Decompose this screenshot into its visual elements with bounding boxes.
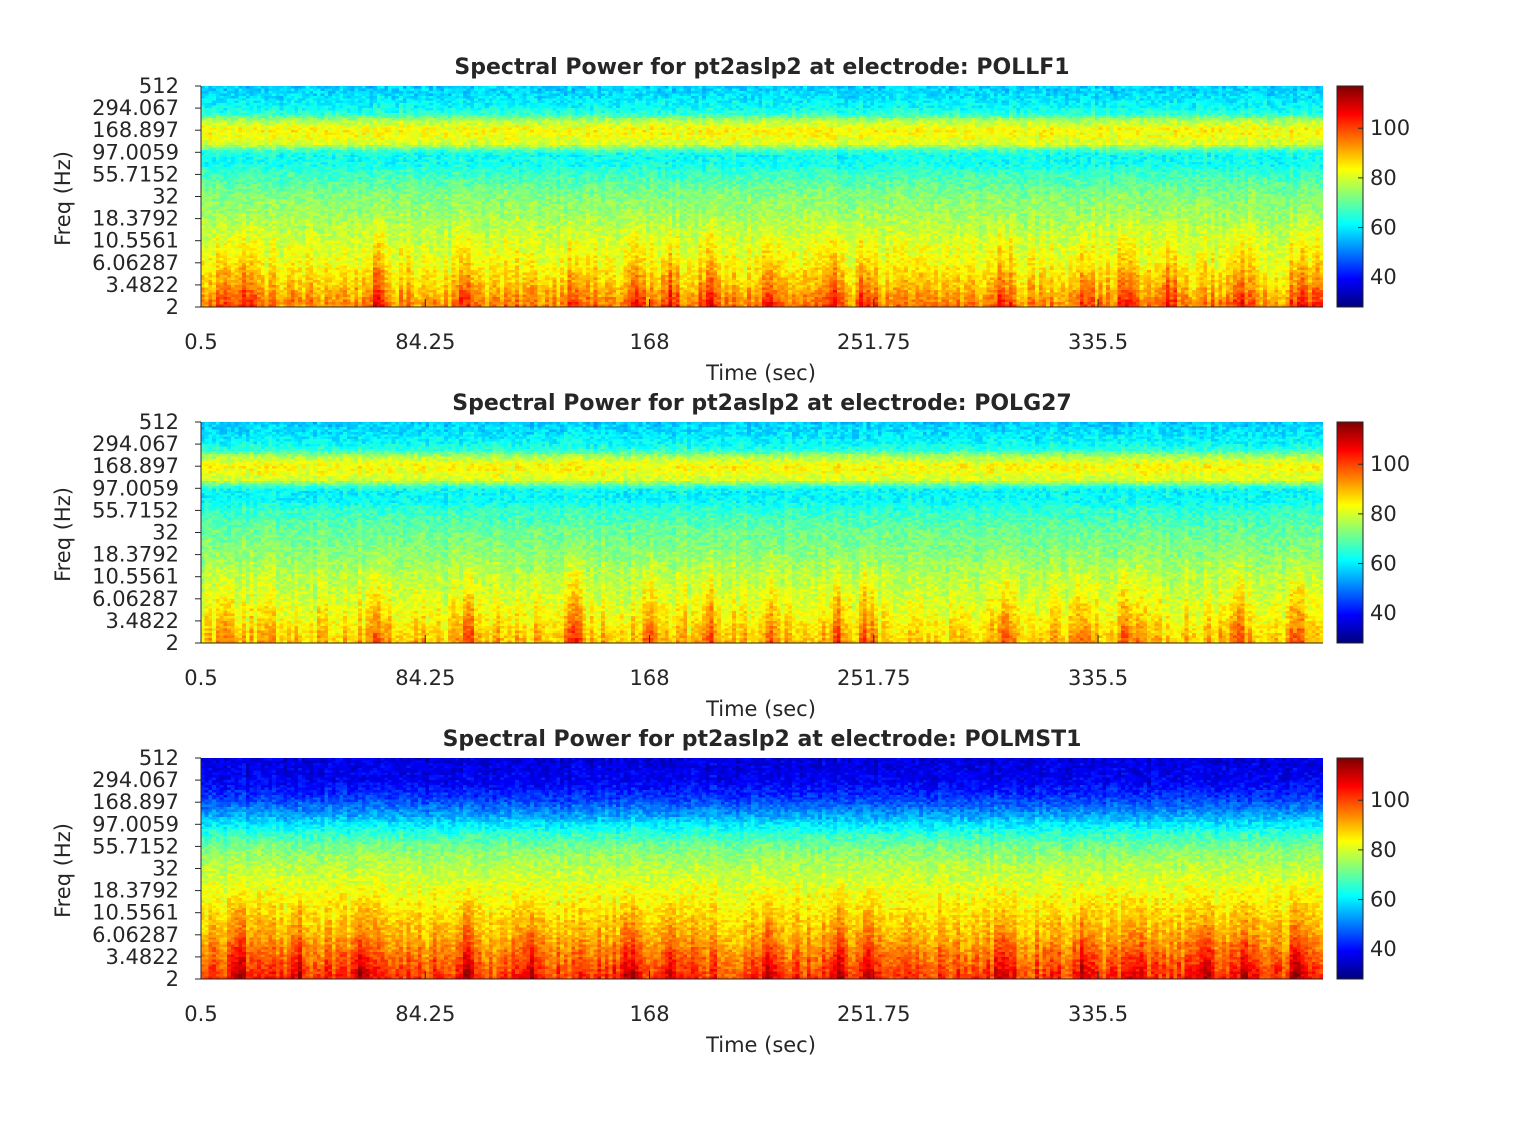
colorbar-tick-label: 60: [1370, 216, 1397, 240]
colorbar-tick-label: 100: [1370, 116, 1410, 140]
y-axis-label: Freq (Hz): [51, 487, 75, 582]
x-tick-label: 0.5: [184, 330, 217, 354]
colorbar-tick-label: 40: [1370, 601, 1397, 625]
x-axis-label: Time (sec): [705, 1033, 816, 1057]
y-tick-label: 97.0059: [92, 140, 179, 164]
y-tick-label: 55.7152: [92, 162, 179, 186]
y-tick-label: 2: [166, 967, 179, 991]
x-tick-label: 84.25: [395, 330, 455, 354]
y-tick-label: 512: [139, 74, 179, 98]
x-tick-label: 251.75: [837, 666, 910, 690]
colorbar-frame: [1336, 757, 1364, 980]
y-tick-label: 3.4822: [106, 273, 179, 297]
x-axis-label: Time (sec): [705, 697, 816, 721]
colorbar-frame: [1336, 85, 1364, 308]
colorbar-gradient: [1337, 422, 1363, 643]
colorbar-tick-label: 60: [1370, 888, 1397, 912]
chart-title: Spectral Power for pt2aslp2 at electrode…: [454, 55, 1069, 80]
y-tick-label: 10.5561: [92, 229, 179, 253]
y-tick-label: 18.3792: [92, 543, 179, 567]
y-tick-label: 32: [152, 185, 179, 209]
y-tick-label: 294.067: [92, 96, 179, 120]
y-tick-label: 2: [166, 295, 179, 319]
y-tick-label: 6.06287: [92, 923, 179, 947]
x-tick-label: 0.5: [184, 666, 217, 690]
y-tick-label: 18.3792: [92, 879, 179, 903]
y-tick-label: 294.067: [92, 432, 179, 456]
y-tick-label: 3.4822: [106, 945, 179, 969]
y-tick-label: 10.5561: [92, 901, 179, 925]
y-tick-label: 3.4822: [106, 609, 179, 633]
y-tick-label: 10.5561: [92, 565, 179, 589]
spectrogram-panel-1: Spectral Power for pt2aslp2 at electrode…: [51, 55, 1410, 385]
panels: Spectral Power for pt2aslp2 at electrode…: [51, 55, 1410, 1057]
colorbar-tick-label: 100: [1370, 788, 1410, 812]
y-tick-label: 168.897: [92, 454, 179, 478]
x-tick-label: 84.25: [395, 666, 455, 690]
colorbar-tick-label: 60: [1370, 552, 1397, 576]
y-tick-label: 55.7152: [92, 834, 179, 858]
y-axis-label: Freq (Hz): [51, 151, 75, 246]
spectrogram-heatmap: [201, 86, 1323, 307]
colorbar-frame: [1336, 421, 1364, 644]
y-tick-label: 97.0059: [92, 812, 179, 836]
x-tick-label: 251.75: [837, 1002, 910, 1026]
x-tick-label: 335.5: [1068, 666, 1128, 690]
y-tick-label: 294.067: [92, 768, 179, 792]
colorbar-tick-label: 100: [1370, 452, 1410, 476]
y-axis-label: Freq (Hz): [51, 823, 75, 918]
y-tick-label: 55.7152: [92, 498, 179, 522]
spectrogram-heatmap: [201, 422, 1323, 643]
spectrogram-panel-2: Spectral Power for pt2aslp2 at electrode…: [51, 391, 1410, 721]
y-tick-label: 97.0059: [92, 476, 179, 500]
colorbar-tick-label: 40: [1370, 265, 1397, 289]
colorbar-tick-label: 80: [1370, 502, 1397, 526]
x-tick-label: 168: [629, 330, 669, 354]
y-tick-label: 32: [152, 857, 179, 881]
colorbar-tick-label: 80: [1370, 838, 1397, 862]
y-tick-label: 168.897: [92, 118, 179, 142]
y-tick-label: 18.3792: [92, 207, 179, 231]
chart-title: Spectral Power for pt2aslp2 at electrode…: [443, 727, 1082, 752]
y-tick-label: 6.06287: [92, 251, 179, 275]
x-tick-label: 0.5: [184, 1002, 217, 1026]
y-tick-label: 2: [166, 631, 179, 655]
spectrogram-panel-3: Spectral Power for pt2aslp2 at electrode…: [51, 727, 1410, 1057]
y-tick-label: 168.897: [92, 790, 179, 814]
colorbar-tick-label: 40: [1370, 937, 1397, 961]
y-tick-label: 32: [152, 521, 179, 545]
x-tick-label: 335.5: [1068, 1002, 1128, 1026]
x-tick-label: 168: [629, 666, 669, 690]
y-tick-label: 6.06287: [92, 587, 179, 611]
y-tick-label: 512: [139, 410, 179, 434]
x-tick-label: 84.25: [395, 1002, 455, 1026]
colorbar-tick-label: 80: [1370, 166, 1397, 190]
y-tick-label: 512: [139, 746, 179, 770]
colorbar-gradient: [1337, 86, 1363, 307]
spectrogram-heatmap: [201, 758, 1323, 979]
x-tick-label: 251.75: [837, 330, 910, 354]
x-tick-label: 168: [629, 1002, 669, 1026]
x-tick-label: 335.5: [1068, 330, 1128, 354]
chart-title: Spectral Power for pt2aslp2 at electrode…: [452, 391, 1072, 416]
colorbar-gradient: [1337, 758, 1363, 979]
x-axis-label: Time (sec): [705, 361, 816, 385]
